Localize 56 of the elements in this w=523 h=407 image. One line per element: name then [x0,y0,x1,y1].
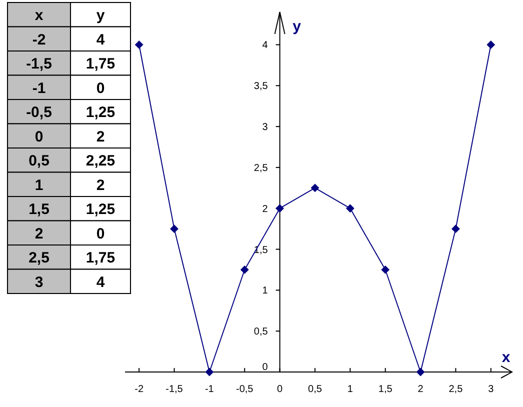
point [486,40,495,49]
point [205,368,214,376]
x-tick-label: 1 [347,384,354,395]
point [452,224,460,233]
x-axis-title: x [502,349,511,366]
text: -2 [32,31,46,48]
text: 2 [34,225,44,242]
text: -0,5 [26,104,52,122]
text: 0 [96,80,105,97]
text: 0,5 [28,152,50,170]
y-tick-label: 3,5 [254,81,268,92]
y-tick-label: 0 [262,362,268,373]
text: -1 [32,80,46,97]
text: 2 [96,128,105,146]
text: 2 [96,176,105,194]
text: 0 [96,225,105,242]
text: 1 [34,176,44,194]
point [310,184,319,192]
y-tick-label: 0,5 [254,326,268,338]
text: x [34,7,44,24]
text: -1,5 [26,56,52,73]
text: 4 [96,274,106,291]
point [416,368,425,376]
point [381,266,390,274]
x-tick-label: -2 [134,384,144,395]
x-tick-label: 3 [488,384,494,395]
text: 2,25 [86,152,116,170]
x-tick-label: -1,5 [166,384,184,395]
x-tick-label: 0,5 [308,384,322,395]
y-tick-label: 2 [262,204,268,215]
y-tick-label: 2,5 [254,162,268,174]
text: 4 [96,31,106,48]
text: 1,5 [28,201,50,218]
x-tick-label: 0 [277,384,284,395]
text: 0 [34,128,44,146]
y-axis-title: y [292,18,302,35]
y-tick-label: 3 [262,122,268,134]
x-tick-label: 1,5 [378,384,393,395]
point [135,40,144,49]
point [346,204,354,212]
x-tick-label: 2,5 [448,384,464,395]
text: 1,25 [86,104,116,122]
x-tick-label: -0,5 [236,384,254,395]
text: 2,5 [28,250,50,267]
text: 3 [34,274,44,291]
text: y [96,7,105,24]
point [240,266,249,274]
text: 1,25 [86,201,116,218]
point [276,204,284,212]
point [170,224,178,233]
x-tick-label: 2 [418,384,424,395]
y-tick-label: 1 [262,286,268,297]
text: 1,75 [86,56,116,73]
y-tick-label: 4 [262,40,268,52]
x-tick-label: -1 [204,384,214,395]
text: 1,75 [86,250,116,267]
